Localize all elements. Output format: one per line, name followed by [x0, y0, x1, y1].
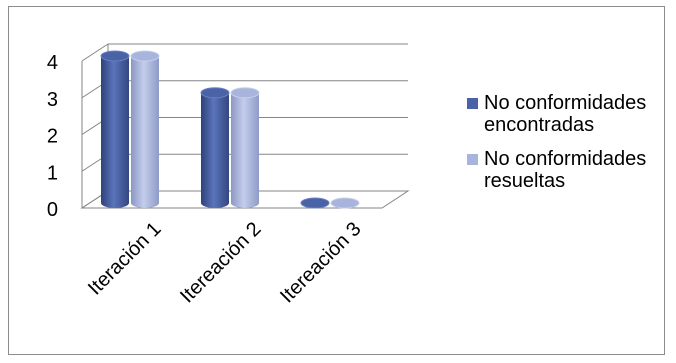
bar-encontradas-3 [300, 197, 330, 209]
bar-body [131, 56, 159, 208]
bar-encontradas-2 [200, 87, 230, 208]
legend-item-encontradas: No conformidades encontradas [467, 92, 667, 136]
y-tick-label: 2 [47, 126, 58, 148]
y-axis-ticks: 0 1 2 3 4 [47, 52, 58, 221]
bar-body [231, 92, 259, 208]
bar-resueltas-3 [330, 197, 360, 209]
y-tick-label: 3 [47, 89, 58, 111]
bar-top [330, 197, 360, 209]
bar-top [300, 197, 330, 209]
legend-label-resueltas: No conformidades resueltas [484, 148, 647, 192]
chart-bars [100, 50, 360, 209]
bar-top [130, 50, 160, 62]
legend-swatch-encontradas [467, 98, 478, 109]
x-category-label: Itereación 3 [276, 218, 365, 307]
bar-body [101, 56, 129, 208]
y-tick-label: 4 [47, 52, 58, 74]
legend: No conformidades encontradas No conformi… [467, 92, 667, 204]
bar-resueltas-2 [230, 87, 260, 208]
gridline-side [81, 43, 109, 62]
chart-floor [80, 190, 410, 209]
legend-label-encontradas: No conformidades encontradas [484, 92, 647, 136]
y-tick-label: 0 [47, 199, 58, 221]
bar-top [100, 50, 130, 62]
y-tick-label: 1 [47, 162, 58, 184]
x-category-label: Itereación 2 [176, 218, 265, 307]
bar-body [201, 92, 229, 208]
x-axis-categories: Iteración 1 Itereación 2 Itereación 3 [84, 218, 366, 307]
bar-encontradas-1 [100, 50, 130, 208]
legend-swatch-resueltas [467, 154, 478, 165]
bar-resueltas-1 [130, 50, 160, 208]
x-category-label: Iteración 1 [84, 218, 166, 300]
legend-item-resueltas: No conformidades resueltas [467, 148, 667, 192]
bar-top [230, 87, 260, 99]
bar-top [200, 87, 230, 99]
